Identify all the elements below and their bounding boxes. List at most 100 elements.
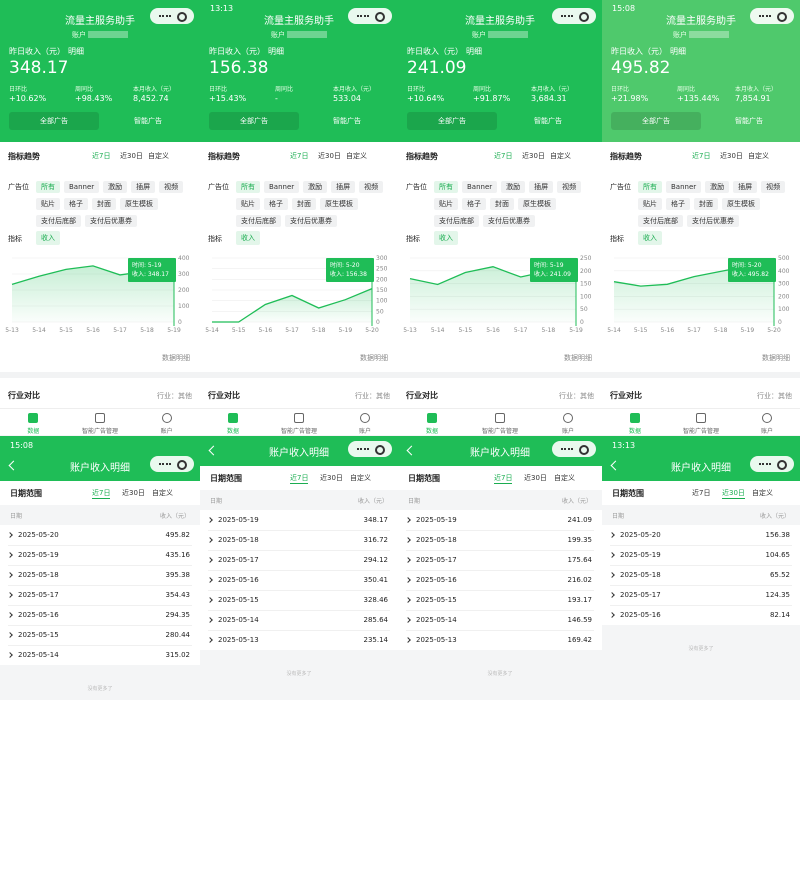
range-tab[interactable]: 近30日 [720,152,743,160]
range-tab[interactable]: 自定义 [748,152,769,160]
range-tab[interactable]: 近30日 [524,474,547,482]
ad-slot-chip[interactable]: 支付后优惠券 [285,215,337,227]
tab-label[interactable]: 数据 [27,428,40,435]
ad-slot-chip[interactable]: 原生模板 [722,198,760,210]
ad-slot-chip[interactable]: 封面 [292,198,316,210]
ad-slot-chip[interactable]: Banner [64,181,100,193]
range-tab[interactable]: 自定义 [152,489,173,497]
ad-slot-chip[interactable]: 贴片 [236,198,260,210]
range-tab[interactable]: 自定义 [752,489,773,497]
ad-slot-chip[interactable]: 视频 [557,181,582,193]
ad-slot-chip[interactable]: 所有 [638,181,662,193]
metric-chip[interactable]: 收入 [638,231,662,245]
tab-label[interactable]: 账户 [561,428,574,435]
btn-all-ads[interactable]: 全部广告 [209,112,299,130]
range-tab[interactable]: 近30日 [318,152,341,160]
tab-label[interactable]: 智能广告管理 [280,428,317,435]
ad-slot-chip[interactable]: 所有 [36,181,60,193]
range-tab[interactable]: 自定义 [554,474,575,482]
data-detail-link[interactable]: 数据明细 [564,354,592,362]
tab-label[interactable]: 智能广告管理 [81,428,118,435]
tab-label[interactable]: 账户 [760,428,773,435]
ad-slot-chip[interactable]: 支付后底部 [236,215,281,227]
btn-all-ads[interactable]: 全部广告 [9,112,99,130]
ad-slot-chip[interactable]: 格子 [666,198,690,210]
range-tab[interactable]: 近30日 [522,152,545,160]
ad-slot-chip[interactable]: 插屏 [331,181,356,193]
metric-chip[interactable]: 收入 [36,231,60,245]
range-tab[interactable]: 自定义 [350,474,371,482]
ad-slot-chip[interactable]: 格子 [64,198,88,210]
ad-slot-chip[interactable]: 格子 [462,198,486,210]
btn-smart-ads[interactable]: 智能广告 [534,117,562,125]
range-tab[interactable]: 近7日 [290,152,309,160]
metric-chip[interactable]: 收入 [434,231,458,245]
ad-slot-chip[interactable]: 所有 [434,181,458,193]
data-detail-link[interactable]: 数据明细 [162,354,190,362]
ad-slot-chip[interactable]: 支付后优惠券 [85,215,137,227]
ad-slot-chip[interactable]: Banner [666,181,702,193]
ad-slot-chip[interactable]: 支付后优惠券 [687,215,739,227]
capsule-button[interactable] [150,8,194,24]
range-tab[interactable]: 近30日 [722,489,745,499]
ad-slot-chip[interactable]: 封面 [694,198,718,210]
detail-link[interactable]: 明细 [68,47,84,56]
tab-label[interactable]: 账户 [358,428,371,435]
tab-label[interactable]: 数据 [425,428,438,435]
tab-label[interactable]: 数据 [226,428,239,435]
ad-slot-chip[interactable]: 封面 [92,198,116,210]
range-tab[interactable]: 近7日 [290,474,309,484]
capsule-button[interactable] [552,8,596,24]
ad-slot-chip[interactable]: 原生模板 [320,198,358,210]
ad-slot-chip[interactable]: 贴片 [638,198,662,210]
ad-slot-chip[interactable]: 支付后底部 [638,215,683,227]
range-tab[interactable]: 近7日 [92,152,111,160]
ad-slot-chip[interactable]: 激励 [705,181,730,193]
btn-smart-ads[interactable]: 智能广告 [134,117,162,125]
btn-smart-ads[interactable]: 智能广告 [333,117,361,125]
ad-slot-chip[interactable]: 激励 [303,181,328,193]
ad-slot-chip[interactable]: 视频 [159,181,184,193]
capsule-button[interactable] [552,441,596,457]
ad-slot-chip[interactable]: 激励 [103,181,128,193]
ad-slot-chip[interactable]: 格子 [264,198,288,210]
data-detail-link[interactable]: 数据明细 [360,354,388,362]
btn-all-ads[interactable]: 全部广告 [407,112,497,130]
tab-label[interactable]: 数据 [628,428,641,435]
ad-slot-chip[interactable]: Banner [264,181,300,193]
range-tab[interactable]: 近30日 [320,474,343,482]
capsule-button[interactable] [348,8,392,24]
capsule-button[interactable] [150,456,194,472]
detail-link[interactable]: 明细 [670,47,686,56]
range-tab[interactable]: 近7日 [494,152,513,160]
range-tab[interactable]: 自定义 [550,152,571,160]
range-tab[interactable]: 近7日 [692,152,711,160]
range-tab[interactable]: 近30日 [122,489,145,497]
ad-slot-chip[interactable]: 视频 [359,181,384,193]
capsule-button[interactable] [348,441,392,457]
ad-slot-chip[interactable]: 封面 [490,198,514,210]
range-tab[interactable]: 近30日 [120,152,143,160]
ad-slot-chip[interactable]: 插屏 [131,181,156,193]
detail-link[interactable]: 明细 [466,47,482,56]
ad-slot-chip[interactable]: 支付后底部 [434,215,479,227]
ad-slot-chip[interactable]: 贴片 [434,198,458,210]
ad-slot-chip[interactable]: 激励 [501,181,526,193]
ad-slot-chip[interactable]: 插屏 [529,181,554,193]
capsule-button[interactable] [750,456,794,472]
tab-label[interactable]: 账户 [160,428,173,435]
ad-slot-chip[interactable]: 支付后底部 [36,215,81,227]
range-tab[interactable]: 自定义 [148,152,169,160]
ad-slot-chip[interactable]: 原生模板 [518,198,556,210]
ad-slot-chip[interactable]: Banner [462,181,498,193]
btn-smart-ads[interactable]: 智能广告 [735,117,763,125]
range-tab[interactable]: 近7日 [692,489,711,497]
range-tab[interactable]: 自定义 [346,152,367,160]
tab-label[interactable]: 智能广告管理 [682,428,719,435]
data-detail-link[interactable]: 数据明细 [762,354,790,362]
detail-link[interactable]: 明细 [268,47,284,56]
range-tab[interactable]: 近7日 [494,474,513,484]
ad-slot-chip[interactable]: 插屏 [733,181,758,193]
ad-slot-chip[interactable]: 所有 [236,181,260,193]
tab-label[interactable]: 智能广告管理 [481,428,518,435]
